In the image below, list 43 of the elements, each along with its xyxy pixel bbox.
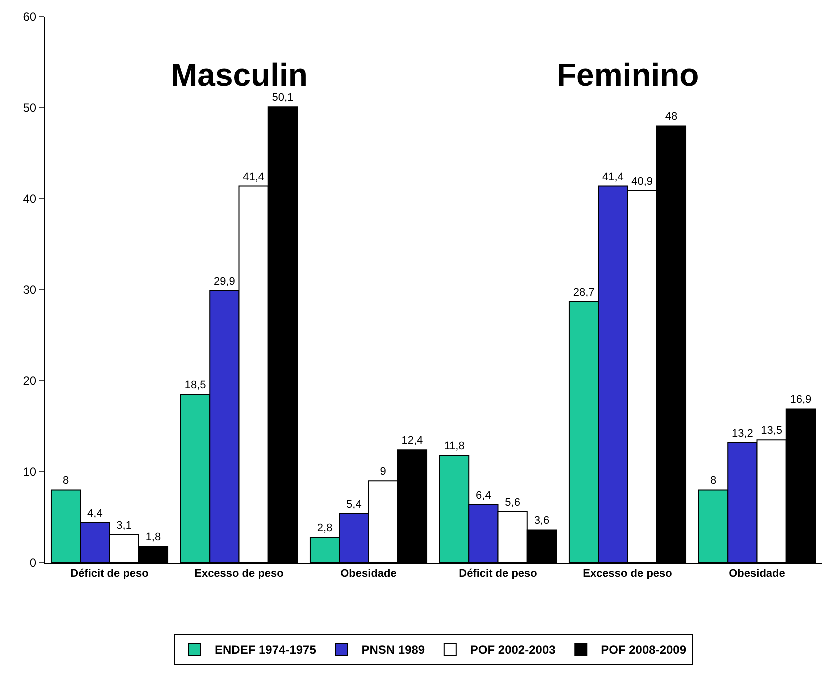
x-tick-label: Déficit de peso bbox=[70, 568, 150, 580]
annotation: Feminino bbox=[557, 57, 700, 93]
data-label: 6,4 bbox=[476, 490, 492, 502]
x-tick-label: Déficit de peso bbox=[459, 568, 538, 580]
data-label: 9 bbox=[380, 466, 386, 478]
data-label: 13,2 bbox=[732, 428, 754, 440]
data-label: 4,4 bbox=[88, 508, 103, 520]
y-tick-label: 50 bbox=[23, 101, 37, 116]
data-label: 3,1 bbox=[116, 520, 132, 532]
x-tick-label: Obesidade bbox=[340, 568, 397, 580]
data-label: 41,4 bbox=[602, 171, 624, 184]
data-label: 5,4 bbox=[346, 498, 362, 511]
data-label: 12,4 bbox=[402, 435, 424, 448]
annotation: Masculin bbox=[171, 57, 308, 93]
data-label: 8 bbox=[62, 475, 70, 488]
data-label: 11,8 bbox=[444, 440, 465, 453]
data-label: 1,8 bbox=[146, 532, 162, 544]
data-label: 29,9 bbox=[214, 276, 236, 288]
legend-label: POF 2008-2009 bbox=[601, 643, 687, 658]
y-tick-label: 60 bbox=[23, 10, 37, 24]
data-label: 5,6 bbox=[505, 497, 520, 510]
legend-label: PNSN 1989 bbox=[362, 643, 426, 658]
data-label: 8 bbox=[710, 475, 717, 488]
y-tick-label: 0 bbox=[30, 556, 37, 570]
data-label: 18,5 bbox=[184, 380, 206, 392]
data-label: 3,6 bbox=[534, 515, 550, 528]
x-tick-label: Excesso de peso bbox=[194, 568, 284, 580]
data-label: 2,8 bbox=[317, 522, 333, 535]
data-label: 40,9 bbox=[632, 176, 654, 188]
y-tick-label: 40 bbox=[23, 192, 37, 206]
x-tick-label: Excesso de peso bbox=[583, 568, 673, 580]
data-label: 13,5 bbox=[761, 425, 783, 438]
data-label: 28,7 bbox=[573, 286, 595, 299]
data-label: 50,1 bbox=[272, 92, 294, 104]
data-label: 16,9 bbox=[790, 394, 812, 406]
legend-label: ENDEF 1974-1975 bbox=[215, 643, 317, 658]
data-label: 48 bbox=[665, 111, 678, 124]
x-tick-label: Obesidade bbox=[729, 568, 786, 580]
y-tick-label: 10 bbox=[23, 465, 37, 480]
legend-label: POF 2002-2003 bbox=[470, 643, 556, 658]
data-label: 41,4 bbox=[243, 171, 265, 184]
y-tick-label: 20 bbox=[23, 374, 37, 388]
y-tick-label: 30 bbox=[23, 283, 37, 298]
